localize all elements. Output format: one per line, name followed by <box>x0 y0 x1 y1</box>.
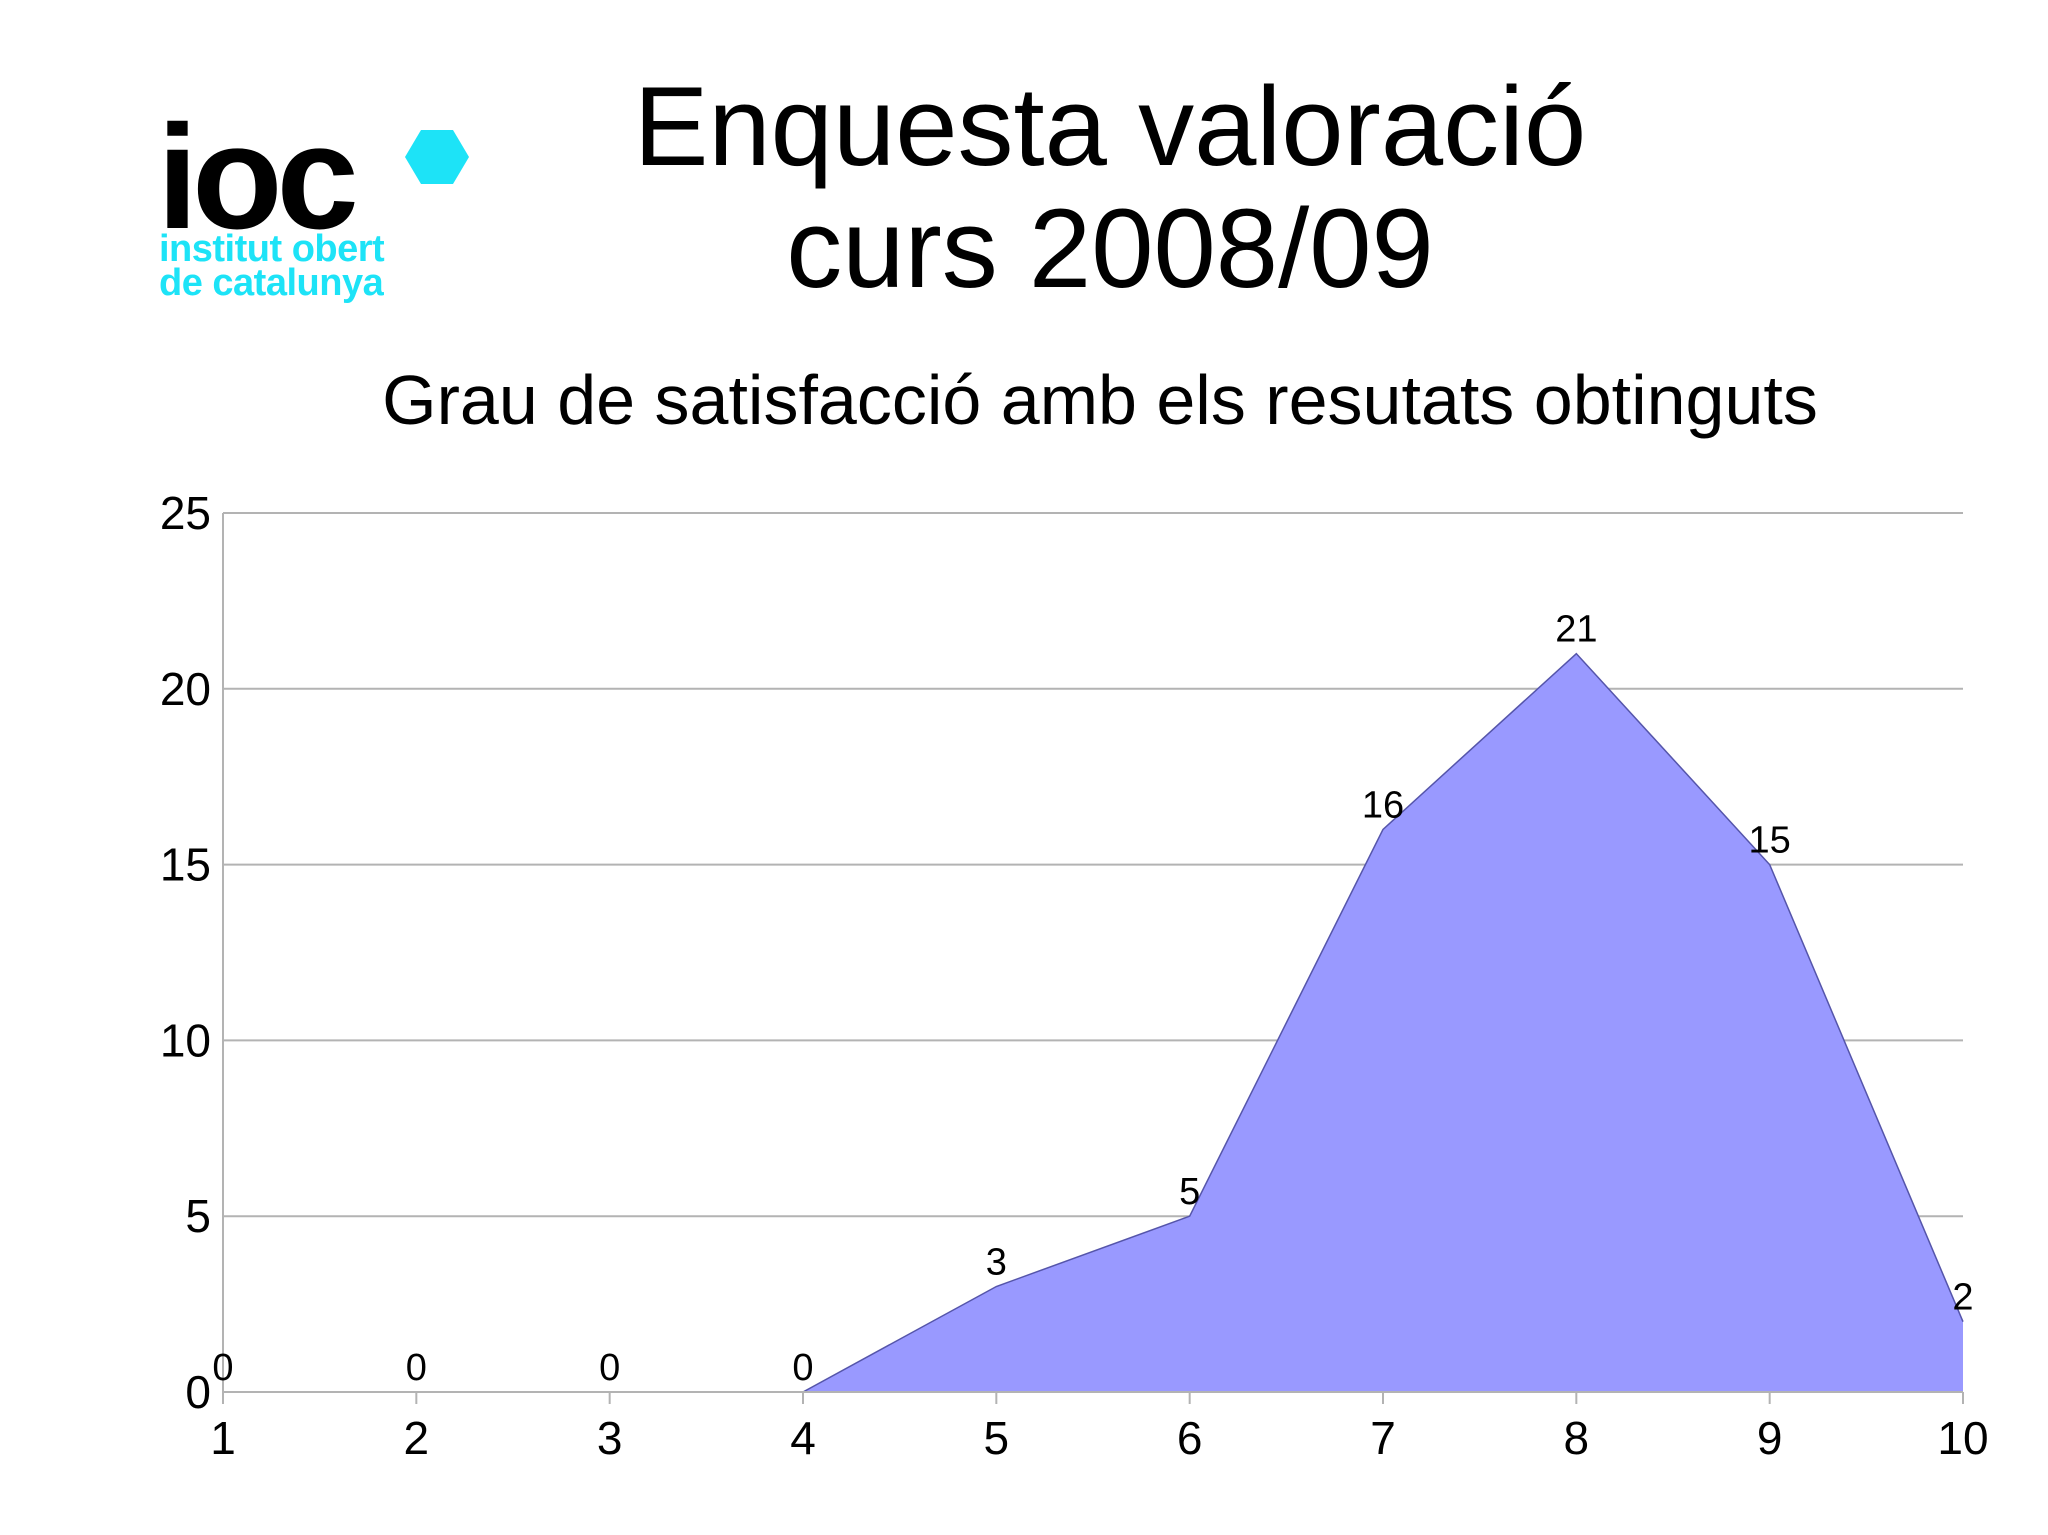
data-label: 5 <box>1179 1171 1200 1213</box>
data-label: 0 <box>792 1347 813 1389</box>
logo-wordmark: ioc <box>157 95 359 260</box>
x-tick-label: 9 <box>1757 1412 1783 1464</box>
data-point <box>1381 827 1385 831</box>
y-tick-label: 25 <box>160 487 211 539</box>
slide-title: Enquesta valoració curs 2008/09 <box>560 66 1660 310</box>
y-tick-label: 15 <box>160 839 211 891</box>
hexagon-icon <box>405 130 469 184</box>
data-point <box>1188 1214 1192 1218</box>
logo-subtitle-line1: institut obert <box>159 228 385 270</box>
chart-title: Grau de satisfacció amb els resutats obt… <box>382 361 1818 439</box>
x-tick-label: 5 <box>984 1412 1010 1464</box>
x-tick-label: 4 <box>790 1412 816 1464</box>
data-point <box>801 1390 805 1394</box>
data-label: 0 <box>212 1347 233 1389</box>
x-tick-label: 8 <box>1564 1412 1590 1464</box>
area-fill <box>223 653 1963 1392</box>
x-tick-label: 7 <box>1370 1412 1396 1464</box>
slide-title-line2: curs 2008/09 <box>786 186 1434 311</box>
data-label: 0 <box>599 1347 620 1389</box>
y-tick-label: 20 <box>160 663 211 715</box>
logo-subtitle-line2: de catalunya <box>159 262 384 304</box>
y-tick-label: 5 <box>185 1190 211 1242</box>
x-tick-label: 2 <box>404 1412 430 1464</box>
data-point <box>608 1390 612 1394</box>
data-point <box>1574 652 1578 656</box>
x-tick-label: 10 <box>1937 1412 1988 1464</box>
data-point <box>1961 1320 1965 1324</box>
data-label: 2 <box>1952 1277 1973 1319</box>
data-point <box>1768 863 1772 867</box>
x-tick-label: 3 <box>597 1412 623 1464</box>
y-tick-label: 10 <box>160 1014 211 1066</box>
data-point <box>994 1285 998 1289</box>
x-tick-label: 6 <box>1177 1412 1203 1464</box>
slide-title-line1: Enquesta valoració <box>633 64 1587 189</box>
y-tick-label: 0 <box>185 1366 211 1418</box>
data-point <box>221 1390 225 1394</box>
data-label: 21 <box>1555 609 1597 651</box>
ioc-logo: ioc institut obert de catalunya <box>155 104 475 310</box>
data-label: 15 <box>1749 820 1791 862</box>
x-tick-label: 1 <box>210 1412 236 1464</box>
data-label: 3 <box>986 1242 1007 1284</box>
data-label: 0 <box>406 1347 427 1389</box>
data-label: 16 <box>1362 784 1404 826</box>
data-point <box>414 1390 418 1394</box>
